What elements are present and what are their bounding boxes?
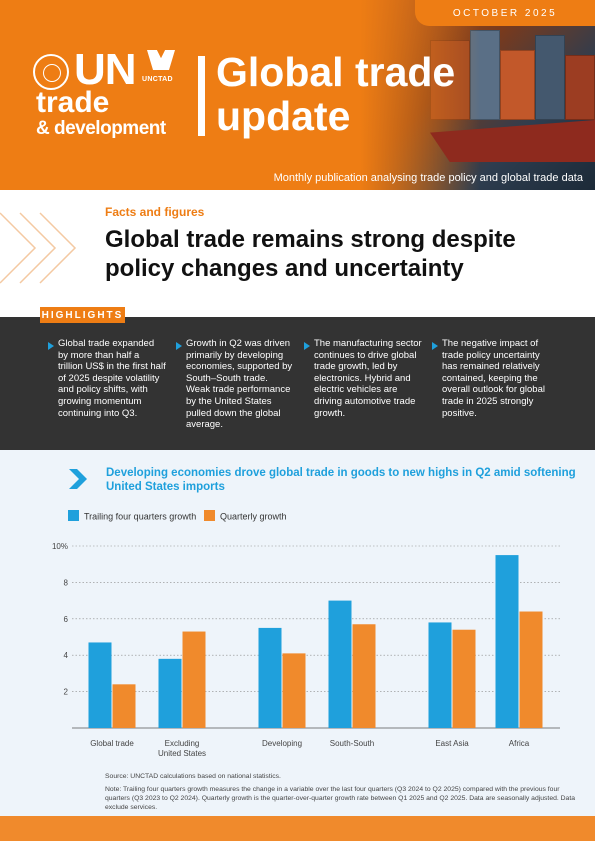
highlights-label: HIGHLIGHTS — [40, 307, 125, 323]
chevron-decoration-icon — [0, 212, 77, 284]
highlight-item: The negative impact of trade policy unce… — [442, 338, 545, 419]
chart-chevron-icon — [69, 469, 87, 489]
methodology-note: Note: Trailing four quarters growth meas… — [105, 786, 576, 811]
unctad-logo-icon — [147, 50, 175, 70]
y-tick-label: 10% — [52, 542, 68, 551]
bar — [428, 622, 452, 728]
logo-trade: trade — [36, 86, 110, 119]
legend-swatch — [204, 510, 215, 521]
container-ship-photo — [360, 0, 595, 190]
y-tick-label: 4 — [64, 651, 69, 660]
x-tick-label: East Asia — [435, 739, 469, 748]
bar — [519, 611, 543, 728]
header-banner: OCTOBER 2025 UN UNCTAD trade & developme… — [0, 0, 595, 190]
headline-line-1: Global trade remains strong despite — [105, 226, 516, 253]
headline-line-2: policy changes and uncertainty — [105, 255, 464, 282]
un-emblem-icon — [33, 54, 69, 90]
highlights-panel — [0, 317, 595, 450]
x-tick-label: United States — [158, 749, 206, 758]
x-tick-label: South-South — [330, 739, 374, 748]
highlight-item: Global trade expanded by more than half … — [58, 338, 166, 419]
x-tick-label: Africa — [509, 739, 530, 748]
bullet-arrow-icon — [48, 342, 54, 350]
logo-un: UN — [74, 45, 137, 94]
bar — [452, 629, 476, 728]
bar — [182, 631, 206, 728]
unctad-label: UNCTAD — [142, 76, 173, 83]
headline: Global trade remains strong despite poli… — [105, 225, 575, 283]
y-tick-label: 6 — [64, 615, 69, 624]
title-line-1: Global trade — [216, 49, 456, 95]
facts-label: Facts and figures — [105, 205, 205, 219]
y-tick-label: 8 — [64, 578, 69, 587]
date-badge: OCTOBER 2025 — [415, 0, 595, 26]
legend-label: Trailing four quarters growth — [84, 512, 196, 522]
bar — [158, 658, 182, 728]
bar — [328, 600, 352, 728]
publication-subtitle: Monthly publication analysing trade poli… — [273, 172, 583, 184]
legend-swatch — [68, 510, 79, 521]
bullet-arrow-icon — [304, 342, 310, 350]
bar — [352, 624, 376, 728]
bar — [282, 653, 306, 728]
legend-label: Quarterly growth — [220, 512, 287, 522]
highlight-item: Growth in Q2 was driven primarily by dev… — [186, 338, 293, 431]
bar — [258, 627, 282, 728]
x-tick-label: Global trade — [90, 739, 134, 748]
bullet-arrow-icon — [176, 342, 182, 350]
bar-chart: Trailing four quarters growth Quarterly g… — [52, 510, 560, 758]
x-tick-label: Developing — [262, 739, 302, 748]
y-tick-label: 2 — [64, 688, 69, 697]
bar — [495, 555, 519, 728]
logo-development: & development — [36, 118, 166, 139]
publication-title: Global trade update — [216, 50, 455, 138]
highlight-item: The manufacturing sector continues to dr… — [314, 338, 422, 419]
bar — [112, 684, 136, 728]
title-line-2: update — [216, 93, 351, 139]
footer-bar — [0, 816, 595, 841]
bullet-arrow-icon — [432, 342, 438, 350]
source-note: Source: UNCTAD calculations based on nat… — [105, 773, 281, 780]
x-tick-label: Excluding — [165, 739, 200, 748]
bar — [88, 642, 112, 728]
chart-title: Developing economies drove global trade … — [106, 467, 576, 493]
title-divider — [198, 56, 205, 136]
